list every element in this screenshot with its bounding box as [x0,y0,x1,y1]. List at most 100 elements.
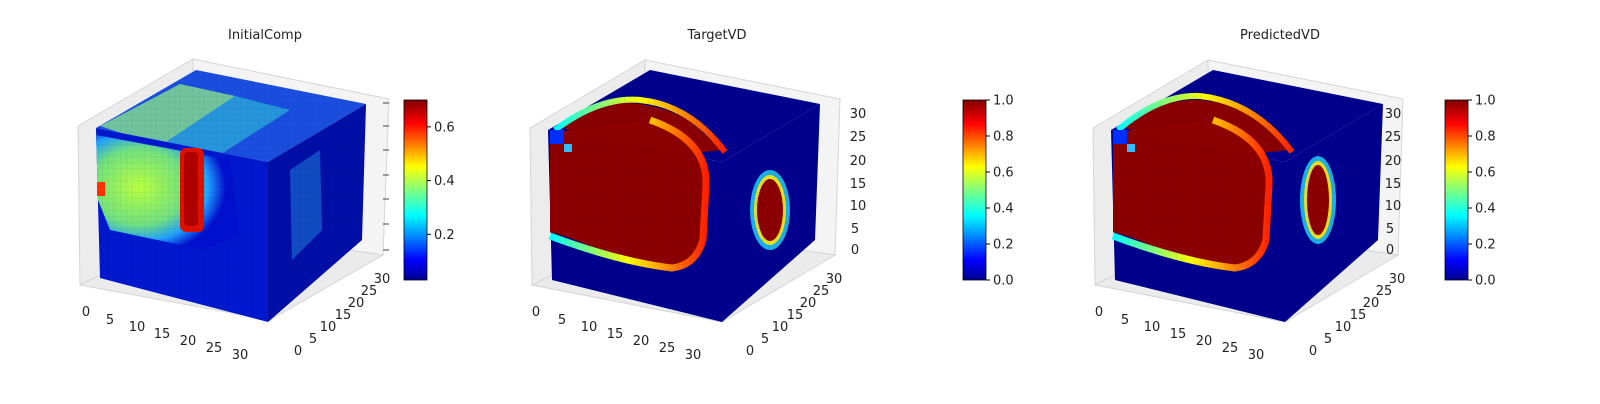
colorbar-gradient [403,99,428,281]
z-tick-labels: 0 5 10 15 20 25 30 [850,107,867,258]
panel-initialcomp: InitialComp [77,28,455,363]
colorbar-tick-label: 0.6 [993,166,1014,181]
y-tick-label: 30 [374,272,391,287]
x-tick-label: 15 [1170,327,1187,342]
y-tick-label: 0 [294,344,302,359]
y-tick-label: 25 [813,284,830,299]
colorbar-tick-label: 0.4 [993,202,1014,217]
panel-targetvd: TargetVD [529,28,1014,363]
z-tick-label: 15 [850,177,867,192]
y-tick-label: 10 [1335,320,1352,335]
z-tick-label: 0 [851,243,859,258]
x-tick-label: 20 [633,334,650,349]
x-tick-labels: 0 5 10 15 20 25 30 [82,305,248,363]
colorbar-tick-label: 0.8 [993,130,1014,145]
panel-predictedvd: PredictedVD [1092,28,1496,363]
z-tick-label: 25 [850,130,867,145]
y-tick-label: 0 [746,344,754,359]
y-tick-label: 5 [761,332,769,347]
x-tick-label: 20 [180,334,197,349]
x-tick-labels: 0 5 10 15 20 25 30 [1095,305,1264,363]
y-tick-label: 25 [1376,284,1393,299]
z-tick-label: 5 [1386,222,1394,237]
y-tick-label: 5 [309,332,317,347]
colorbar-tick-label: 0.2 [434,228,455,243]
x-tick-label: 25 [1222,341,1239,356]
z-tick-label: 5 [851,222,859,237]
y-tick-label: 30 [1389,272,1406,287]
z-tick-label: 30 [850,107,867,122]
z-tick-label: 20 [1385,154,1402,169]
colorbar-tick-label: 0.0 [993,274,1014,289]
colorbar-tick-label: 0.4 [1475,202,1496,217]
y-tick-label: 10 [320,320,337,335]
voxel-cube [548,70,820,322]
y-tick-label: 20 [348,296,365,311]
x-tick-label: 5 [558,313,566,328]
colorbar-ticks: 0.2 0.4 0.6 [427,120,455,243]
colorbar-tick-label: 0.2 [993,238,1014,253]
y-tick-label: 30 [826,272,843,287]
x-tick-label: 25 [206,341,223,356]
colorbar: 0.0 0.2 0.4 0.6 0.8 1.0 [1444,94,1496,289]
x-tick-label: 10 [1144,320,1161,335]
colorbar-tick-label: 0.8 [1475,130,1496,145]
z-tick-marks [383,102,389,251]
colorbar-tick-label: 1.0 [993,94,1014,109]
colorbar: 0.0 0.2 0.4 0.6 0.8 1.0 [962,94,1014,289]
y-tick-label: 0 [1309,344,1317,359]
x-tick-labels: 0 5 10 15 20 25 30 [532,305,701,363]
x-tick-label: 5 [1121,313,1129,328]
x-tick-label: 30 [685,348,702,363]
y-tick-label: 5 [1324,332,1332,347]
y-tick-label: 20 [800,296,817,311]
colorbar: 0.2 0.4 0.6 [403,99,455,281]
panel-title: InitialComp [228,28,302,43]
colorbar-tick-label: 0.2 [1475,238,1496,253]
y-tick-labels: 0 5 10 15 20 25 30 [1309,272,1405,359]
y-tick-labels: 0 5 10 15 20 25 30 [294,272,390,359]
colorbar-tick-label: 0.6 [434,120,455,135]
z-tick-label: 10 [1385,199,1402,214]
z-tick-label: 30 [1385,107,1402,122]
x-tick-label: 10 [129,320,146,335]
z-tick-label: 25 [1385,130,1402,145]
z-tick-label: 0 [1386,243,1394,258]
colorbar-tick-label: 1.0 [1475,94,1496,109]
z-tick-labels: 0 5 10 15 20 25 30 [1385,107,1402,258]
x-tick-label: 10 [581,320,598,335]
z-tick-label: 20 [850,154,867,169]
panel-title: TargetVD [686,28,746,43]
y-tick-label: 15 [335,308,352,323]
colorbar-gradient [1444,99,1469,281]
x-tick-label: 20 [1196,334,1213,349]
y-tick-label: 10 [772,320,789,335]
colorbar-ticks: 0.0 0.2 0.4 0.6 0.8 1.0 [1468,94,1496,289]
z-tick-label: 15 [1385,177,1402,192]
colorbar-ticks: 0.0 0.2 0.4 0.6 0.8 1.0 [986,94,1014,289]
x-tick-label: 0 [1095,305,1103,320]
voxel-cube [96,70,366,322]
x-tick-label: 25 [659,341,676,356]
colorbar-tick-label: 0.4 [434,174,455,189]
x-tick-label: 5 [106,313,114,328]
x-tick-label: 30 [232,348,249,363]
x-tick-label: 15 [154,327,171,342]
voxel-cube [1111,70,1383,322]
z-tick-label: 10 [850,199,867,214]
colorbar-tick-label: 0.6 [1475,166,1496,181]
x-tick-label: 0 [532,305,540,320]
colorbar-gradient [962,99,987,281]
x-tick-label: 30 [1248,348,1265,363]
y-tick-label: 25 [361,284,378,299]
y-tick-label: 20 [1363,296,1380,311]
y-tick-labels: 0 5 10 15 20 25 30 [746,272,842,359]
x-tick-label: 0 [82,305,90,320]
x-tick-label: 15 [607,327,624,342]
panel-title: PredictedVD [1240,28,1320,43]
y-tick-label: 15 [787,308,804,323]
colorbar-tick-label: 0.0 [1475,274,1496,289]
y-tick-label: 15 [1350,308,1367,323]
